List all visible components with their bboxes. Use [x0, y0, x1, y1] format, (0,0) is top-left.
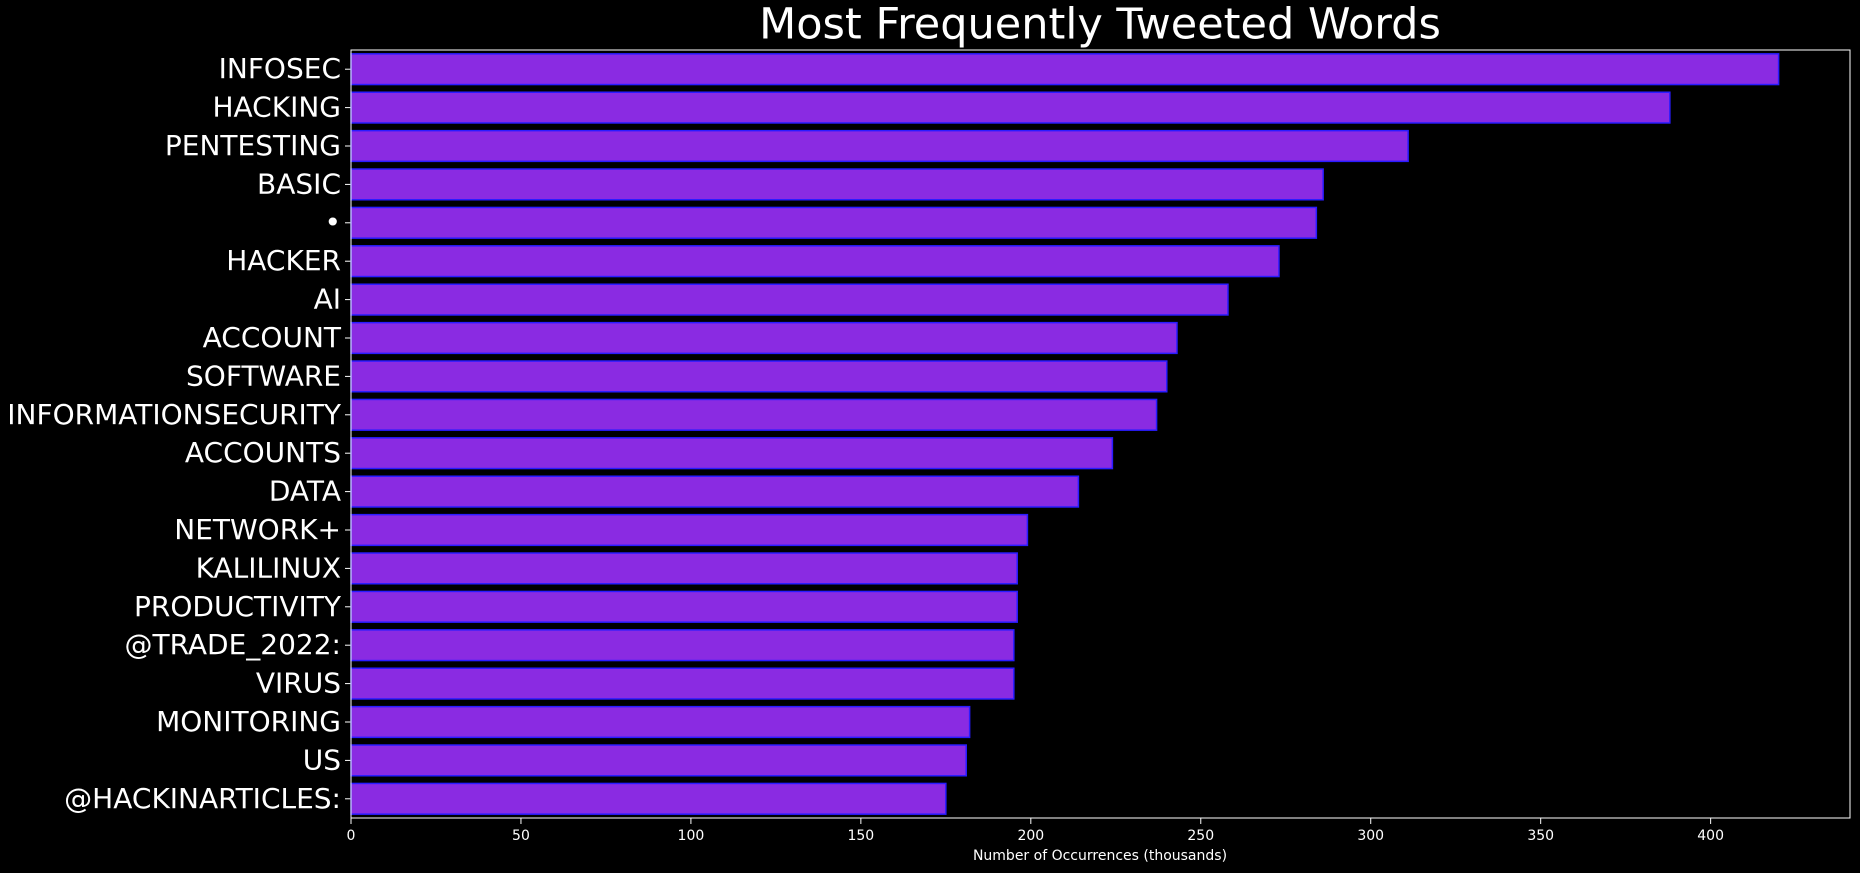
y-tick-label: ACCOUNTS	[185, 436, 341, 469]
x-tick-label: 150	[847, 828, 874, 844]
bar	[350, 398, 1158, 431]
x-tick-label: 50	[512, 828, 530, 844]
bar	[350, 129, 1409, 163]
bar	[350, 206, 1318, 239]
bar	[350, 744, 967, 777]
bar	[350, 53, 1780, 86]
y-tick-label: INFORMATIONSECURITY	[7, 398, 342, 431]
bar	[350, 705, 971, 739]
x-tick-label: 0	[347, 828, 356, 844]
bar	[350, 782, 947, 815]
bar	[350, 513, 1029, 547]
bar	[350, 475, 1080, 508]
y-tick-label: BASIC	[257, 167, 341, 200]
bar	[350, 321, 1178, 355]
y-tick-label: VIRUS	[256, 667, 341, 700]
bar	[350, 437, 1114, 470]
y-tick-label: PENTESTING	[165, 129, 341, 162]
y-tick-label: MONITORING	[156, 705, 341, 738]
bar	[350, 245, 1280, 278]
x-tick-label: 300	[1357, 828, 1384, 844]
bar	[350, 168, 1324, 201]
y-tick-label: •	[324, 206, 341, 239]
chart-title: Most Frequently Tweeted Words	[759, 0, 1441, 50]
y-tick-label: ACCOUNT	[203, 321, 342, 354]
y-tick-label: SOFTWARE	[186, 359, 341, 392]
bar	[350, 667, 1015, 700]
bar	[350, 552, 1018, 585]
y-tick-label: PRODUCTIVITY	[134, 590, 342, 623]
x-tick-label: 100	[678, 828, 705, 844]
bar	[350, 360, 1168, 393]
y-tick-label: DATA	[269, 475, 341, 508]
x-tick-label: 250	[1187, 828, 1214, 844]
bar	[350, 590, 1018, 623]
bar	[350, 283, 1229, 316]
bar	[350, 91, 1671, 124]
plot-frame	[350, 49, 1851, 819]
y-tick-label: NETWORK+	[174, 513, 341, 546]
y-tick-label: AI	[314, 283, 341, 316]
x-axis-label: Number of Occurrences (thousands)	[973, 848, 1227, 864]
y-tick-label: @TRADE_2022:	[124, 628, 341, 661]
y-tick-label: HACKING	[212, 91, 341, 124]
x-tick-label: 350	[1527, 828, 1554, 844]
y-tick-label: KALILINUX	[196, 551, 341, 584]
y-tick-label: US	[303, 743, 341, 776]
y-tick-label: HACKER	[226, 244, 341, 277]
x-tick-label: 200	[1017, 828, 1044, 844]
y-tick-label: INFOSEC	[219, 52, 341, 85]
bar	[350, 629, 1015, 662]
y-tick-label: @HACKINARTICLES:	[64, 782, 341, 815]
x-tick-label: 400	[1697, 828, 1724, 844]
